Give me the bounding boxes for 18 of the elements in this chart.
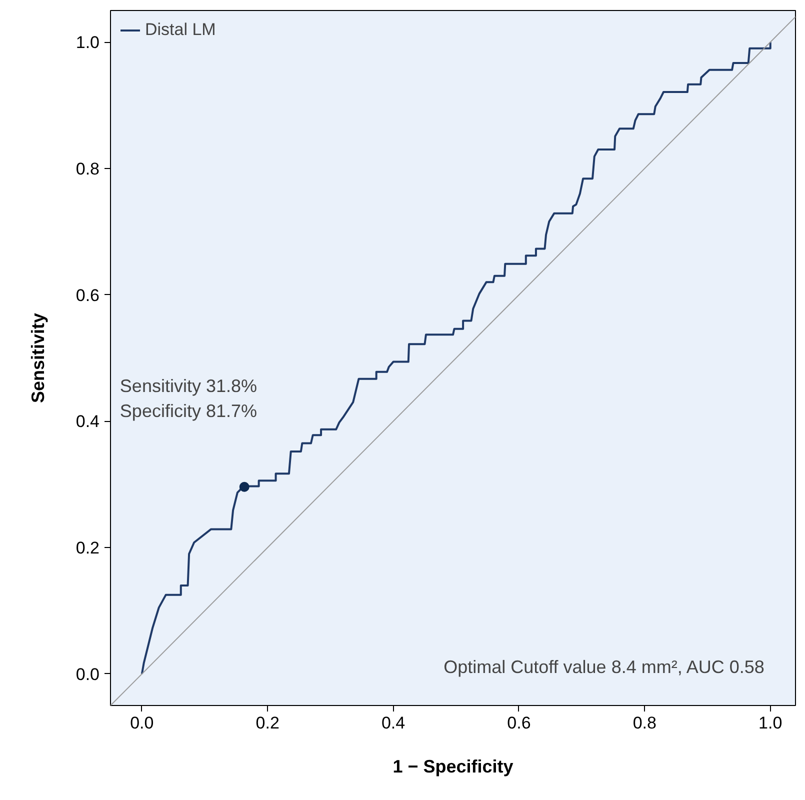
y-tick-label: 1.0 [76,33,100,52]
x-tick-label: 0.0 [130,714,154,732]
annotation: Specificity 81.7% [120,401,258,422]
x-tick-label: 0.8 [632,714,656,732]
y-tick-label: 0.8 [76,159,100,178]
x-tick-label: 0.2 [256,714,280,732]
y-tick-label: 0.4 [76,412,100,432]
y-tick-label: 0.2 [76,538,100,558]
legend-label: Distal LM [145,20,216,40]
x-tick-label: 0.6 [507,714,531,732]
x-tick-label: 1.0 [758,714,782,732]
x-axis-title: 1 − Specificity [392,756,514,776]
annotation: Sensitivity 31.8% [120,376,258,396]
y-tick-label: 0.0 [76,664,100,684]
annotation: Optimal Cutoff value 8.4 mm², AUC 0.58 [444,657,764,678]
x-tick-label: 0.4 [381,714,406,732]
y-tick-label: 0.6 [76,286,100,305]
y-axis-title: Sensitivity [28,312,48,404]
